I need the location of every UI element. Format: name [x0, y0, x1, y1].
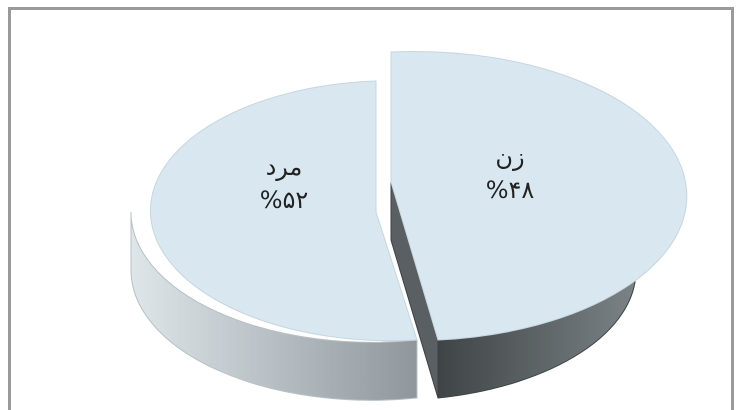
pie-slice-woman-top — [390, 50, 688, 341]
value-man: %۵۲ — [260, 186, 309, 214]
pie-slice-man-top — [150, 80, 418, 342]
pie-slice-man-side — [130, 211, 418, 401]
pie-slice-man — [130, 80, 418, 401]
pie-slice-woman — [390, 50, 688, 399]
value-woman: %۴۸ — [486, 176, 535, 204]
label-man: مرد — [266, 153, 303, 181]
label-woman: زن — [495, 143, 524, 171]
